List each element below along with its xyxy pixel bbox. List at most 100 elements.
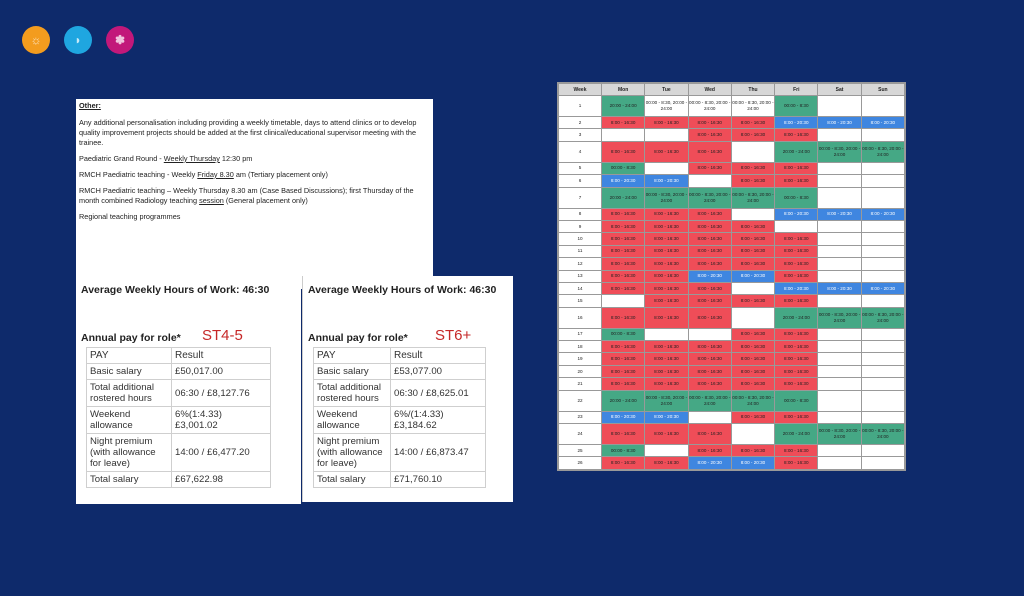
table-row: 23 8:00 - 20:30 8:00 - 20:30 8:00 - 16:30 8:… bbox=[558, 410, 906, 425]
shift-cell: 8:00 - 16:30 bbox=[774, 244, 819, 259]
shift-cell: 00:00 - 8:30 bbox=[600, 161, 646, 176]
shift-cell bbox=[730, 207, 776, 221]
shift-cell: 8:00 - 16:30 bbox=[730, 294, 776, 308]
shift-cell: 8:00 - 16:30 bbox=[600, 244, 646, 259]
shift-cell: 8:00 - 16:30 bbox=[730, 115, 776, 130]
shift-cell bbox=[860, 174, 906, 188]
week-number: 7 bbox=[558, 186, 602, 209]
shift-cell bbox=[644, 128, 689, 142]
shift-cell: 8:00 - 16:30 bbox=[644, 232, 689, 246]
shift-cell bbox=[644, 444, 689, 458]
shift-cell: 00:00 - 8:30, 20:00 - 24:00 bbox=[687, 389, 732, 412]
shift-cell: 8:00 - 16:30 bbox=[687, 423, 732, 446]
shift-cell: 8:00 - 16:30 bbox=[774, 161, 819, 176]
shift-cell: 8:00 - 16:30 bbox=[687, 377, 732, 391]
shift-cell bbox=[817, 244, 862, 259]
shift-cell: 00:00 - 8:30 bbox=[774, 186, 819, 209]
role-grade: ST6+ bbox=[435, 327, 472, 344]
pay-panel-st6-plus: Average Weekly Hours of Work: 46:30 Annu… bbox=[302, 276, 513, 502]
shift-cell: 8:00 - 16:30 bbox=[730, 410, 776, 425]
shift-cell bbox=[817, 257, 862, 271]
shift-cell bbox=[687, 327, 732, 342]
shift-cell: 8:00 - 16:30 bbox=[687, 294, 732, 308]
shift-cell: 00:00 - 8:30 bbox=[774, 389, 819, 412]
shift-cell: 8:00 - 16:30 bbox=[687, 306, 732, 329]
row-label: Total salary bbox=[86, 471, 172, 488]
table-row: 26 8:00 - 16:30 8:00 - 16:30 8:00 - 20:30 8:… bbox=[558, 456, 906, 470]
shift-cell: 8:00 - 16:30 bbox=[687, 232, 732, 246]
shift-cell: 8:00 - 16:30 bbox=[644, 140, 689, 163]
shift-cell: 8:00 - 20:30 bbox=[687, 269, 732, 283]
shift-cell: 8:00 - 16:30 bbox=[687, 219, 732, 234]
pay-table: PAY Result Basic salary £50,017.00 Total… bbox=[86, 347, 271, 488]
shift-cell: 8:00 - 16:30 bbox=[600, 456, 646, 470]
table-row: Total salary £71,760.10 bbox=[313, 471, 486, 488]
shift-cell: 8:00 - 16:30 bbox=[774, 128, 819, 142]
week-number: 4 bbox=[558, 140, 602, 163]
shift-cell: 00:00 - 8:30 bbox=[774, 95, 819, 117]
shift-cell: 8:00 - 16:30 bbox=[600, 269, 646, 283]
shift-cell: 8:00 - 16:30 bbox=[730, 377, 776, 391]
shift-cell: 8:00 - 16:30 bbox=[644, 281, 689, 296]
shift-cell: 8:00 - 16:30 bbox=[774, 456, 819, 470]
shift-cell bbox=[860, 389, 906, 412]
rota-header-sat: Sat bbox=[817, 83, 862, 96]
week-number: 14 bbox=[558, 281, 602, 296]
rota-schedule: Week Mon Tue Wed Thu Fri Sat Sun 1 20:00 - 24:00… bbox=[557, 82, 906, 471]
shift-cell: 8:00 - 16:30 bbox=[774, 294, 819, 308]
rmch1-day: Friday 8.30 bbox=[197, 170, 234, 179]
shift-cell: 8:00 - 20:30 bbox=[860, 207, 906, 221]
shift-cell bbox=[860, 257, 906, 271]
shift-cell: 8:00 - 16:30 bbox=[644, 244, 689, 259]
shift-cell: 8:00 - 20:30 bbox=[644, 174, 689, 188]
shift-cell: 8:00 - 16:30 bbox=[644, 352, 689, 366]
week-number: 12 bbox=[558, 257, 602, 271]
shift-cell bbox=[817, 128, 862, 142]
shift-cell: 8:00 - 20:30 bbox=[644, 410, 689, 425]
table-row: 3 8:00 - 16:30 8:00 - 16:30 8:00 - 16:30 bbox=[558, 128, 906, 142]
shift-cell: 00:00 - 8:30, 20:00 - 24:00 bbox=[817, 140, 862, 163]
shift-cell bbox=[860, 294, 906, 308]
table-row: 16 8:00 - 16:30 8:00 - 16:30 8:00 - 16:30 20… bbox=[558, 306, 906, 329]
shift-cell: 8:00 - 16:30 bbox=[600, 257, 646, 271]
week-number: 1 bbox=[558, 95, 602, 117]
shift-cell: 8:00 - 20:30 bbox=[730, 456, 776, 470]
table-row: 21 8:00 - 16:30 8:00 - 16:30 8:00 - 16:30 8:… bbox=[558, 377, 906, 391]
shift-cell: 8:00 - 16:30 bbox=[644, 294, 689, 308]
week-number: 3 bbox=[558, 128, 602, 142]
rota-header-tue: Tue bbox=[644, 83, 689, 96]
shift-cell: 8:00 - 16:30 bbox=[730, 174, 776, 188]
shift-cell bbox=[644, 327, 689, 342]
table-row: Total additional rostered hours 06:30 / … bbox=[86, 379, 271, 407]
shift-cell: 8:00 - 16:30 bbox=[644, 207, 689, 221]
rota-header-wed: Wed bbox=[687, 83, 732, 96]
shift-cell: 8:00 - 16:30 bbox=[774, 327, 819, 342]
table-row: 18 8:00 - 16:30 8:00 - 16:30 8:00 - 16:30 8:… bbox=[558, 340, 906, 354]
shift-cell bbox=[817, 352, 862, 366]
shift-cell: 8:00 - 16:30 bbox=[644, 364, 689, 379]
shift-cell: 20:00 - 24:00 bbox=[774, 306, 819, 329]
shift-cell: 8:00 - 20:30 bbox=[860, 281, 906, 296]
shift-cell bbox=[817, 161, 862, 176]
table-row: 14 8:00 - 16:30 8:00 - 16:30 8:00 - 16:30 8:… bbox=[558, 281, 906, 296]
shift-cell bbox=[817, 174, 862, 188]
shift-cell: 20:00 - 24:00 bbox=[600, 95, 646, 117]
shift-cell: 8:00 - 16:30 bbox=[644, 456, 689, 470]
shift-cell bbox=[730, 281, 776, 296]
shift-cell: 8:00 - 20:30 bbox=[774, 207, 819, 221]
average-hours: Average Weekly Hours of Work: 46:30 bbox=[81, 284, 270, 296]
shift-cell bbox=[860, 269, 906, 283]
shift-cell: 00:00 - 8:30, 20:00 - 24:00 bbox=[860, 140, 906, 163]
table-row: 4 8:00 - 16:30 8:00 - 16:30 8:00 - 16:30 20:… bbox=[558, 140, 906, 163]
shift-cell: 8:00 - 16:30 bbox=[774, 410, 819, 425]
shift-cell: 00:00 - 8:30, 20:00 - 24:00 bbox=[644, 389, 689, 412]
shift-cell bbox=[817, 444, 862, 458]
shift-cell: 20:00 - 24:00 bbox=[774, 423, 819, 446]
table-row: 8 8:00 - 16:30 8:00 - 16:30 8:00 - 16:30 8:0… bbox=[558, 207, 906, 221]
shift-cell: 20:00 - 24:00 bbox=[774, 140, 819, 163]
other-notes-panel: Other: Any additional personalisation in… bbox=[76, 99, 433, 289]
shift-cell bbox=[817, 327, 862, 342]
shift-cell bbox=[860, 161, 906, 176]
rota-header-week: Week bbox=[558, 83, 602, 96]
shift-cell: 8:00 - 16:30 bbox=[774, 257, 819, 271]
